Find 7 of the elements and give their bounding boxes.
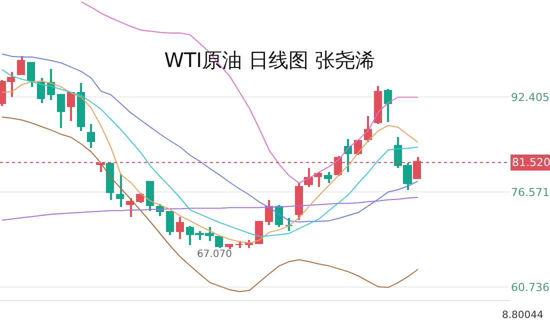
y-tick-label: 92.405 (511, 91, 550, 104)
y-tick-label: 60.736 (511, 281, 550, 294)
ref-line-label: 81.520 (512, 156, 550, 169)
y-tick-label: 76.571 (511, 186, 550, 200)
annotation: 67.070 (197, 249, 232, 260)
line-series (1, 116, 418, 292)
text: 8.80044 (502, 310, 544, 321)
